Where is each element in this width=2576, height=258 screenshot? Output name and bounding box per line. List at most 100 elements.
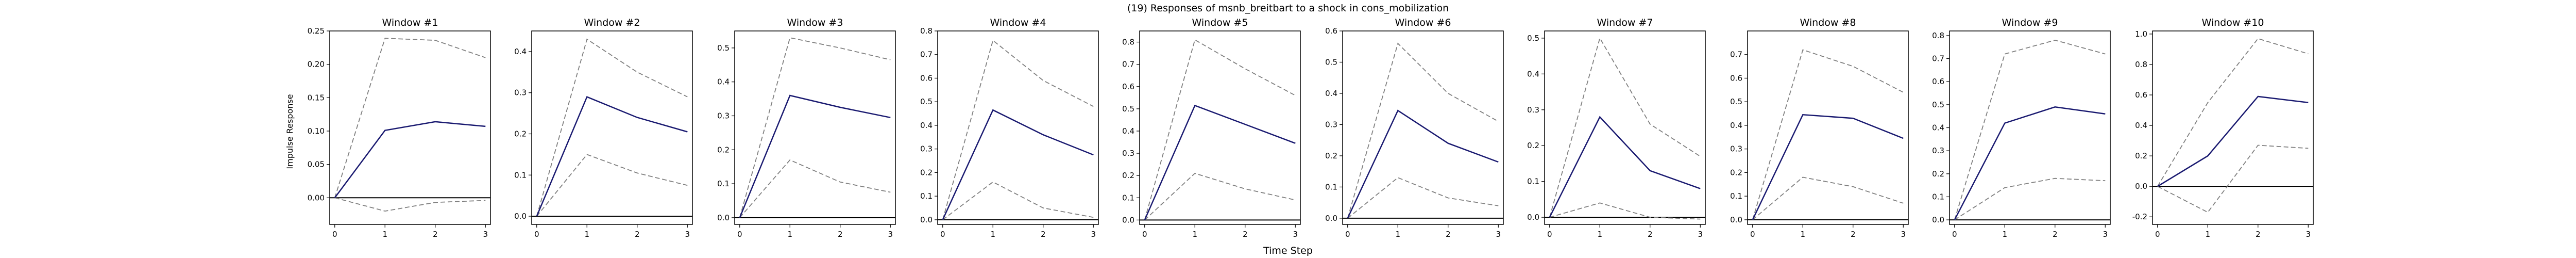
y-tick-label: 0.05 bbox=[308, 160, 325, 169]
y-tick-label: 0.4 bbox=[1932, 123, 1944, 133]
y-tick-label: 0.0 bbox=[920, 215, 933, 224]
lower-band-line bbox=[536, 154, 688, 217]
y-tick-label: 0.4 bbox=[1527, 69, 1539, 78]
x-tick-label: 2 bbox=[2256, 230, 2261, 239]
y-tick-label: 0.6 bbox=[1122, 82, 1134, 91]
x-tick-label: 0 bbox=[1547, 230, 1552, 239]
upper-band-line bbox=[536, 38, 688, 217]
subplot-window-9: Window #9 0 1 2 3 0.0 0.1 0.2 0.3 0.4 0.5 0.6 0.7 0.8 bbox=[1932, 17, 2111, 239]
lower-band-line bbox=[334, 197, 486, 212]
subplot-title: Window #8 bbox=[1800, 17, 1856, 28]
x-tick-label: 0 bbox=[737, 230, 742, 239]
y-tick-label: 0.0 bbox=[1122, 215, 1134, 224]
subplot-title: Window #10 bbox=[2201, 17, 2264, 28]
axes-frame bbox=[734, 30, 896, 225]
axes-frame bbox=[937, 30, 1099, 225]
lower-band-line bbox=[942, 181, 1094, 220]
y-tick-label: 0.5 bbox=[1932, 100, 1944, 109]
subplot-window-1: Window #1 0 1 2 3 0.00 0.05 0.10 0.15 0.20 0.25 bbox=[308, 17, 491, 239]
response-line bbox=[536, 96, 688, 217]
y-tick-label: 0.7 bbox=[1932, 54, 1944, 63]
subplot-window-7: Window #7 0 1 2 3 0.0 0.1 0.2 0.3 0.4 0.5 bbox=[1527, 17, 1706, 239]
x-tick-label: 2 bbox=[2053, 230, 2058, 239]
x-tick-label: 0 bbox=[332, 230, 337, 239]
y-tick-label: 0.4 bbox=[717, 77, 730, 87]
y-tick-label: 0.7 bbox=[1730, 50, 1742, 59]
upper-band-line bbox=[1549, 37, 1701, 218]
y-tick-label: 0.2 bbox=[920, 168, 933, 177]
x-tick-label: 1 bbox=[1395, 230, 1400, 239]
x-tick-label: 3 bbox=[483, 230, 488, 239]
y-axis-label: Impulse Response bbox=[285, 94, 295, 169]
y-tick-label: 0.0 bbox=[1730, 215, 1742, 224]
subplot-title: Window #3 bbox=[787, 17, 843, 28]
x-axis-label: Time Step bbox=[1263, 245, 1313, 256]
y-tick-label: 0.2 bbox=[2135, 151, 2147, 160]
x-tick-label: 1 bbox=[382, 230, 387, 239]
y-tick-label: 0.8 bbox=[1932, 31, 1944, 40]
y-tick-label: 1.0 bbox=[2135, 29, 2147, 39]
lower-band-line bbox=[1347, 177, 1499, 219]
x-tick-label: 2 bbox=[838, 230, 843, 239]
y-tick-label: 0.4 bbox=[1122, 126, 1134, 136]
x-tick-label: 1 bbox=[1800, 230, 1805, 239]
x-tick-label: 3 bbox=[1901, 230, 1906, 239]
x-tick-label: 3 bbox=[1496, 230, 1501, 239]
y-tick-label: 0.1 bbox=[920, 191, 933, 201]
upper-band-line bbox=[2157, 38, 2309, 187]
upper-band-line bbox=[1347, 42, 1499, 219]
upper-band-line bbox=[942, 39, 1094, 220]
upper-band-line bbox=[1954, 39, 2106, 220]
y-tick-label: 0.5 bbox=[1527, 34, 1539, 43]
x-tick-label: 3 bbox=[888, 230, 893, 239]
subplot-window-4: Window #4 0 1 2 3 0.0 0.1 0.2 0.3 0.4 0.5 0.6 0.7 0.8 bbox=[920, 17, 1099, 239]
subplot-title: Window #9 bbox=[2002, 17, 2058, 28]
y-tick-label: 0.2 bbox=[514, 129, 527, 138]
y-tick-label: -0.2 bbox=[2132, 212, 2147, 221]
axes-frame bbox=[1949, 30, 2111, 225]
y-tick-label: 0.6 bbox=[2135, 90, 2147, 100]
y-tick-label: 0.1 bbox=[1325, 182, 1337, 191]
x-tick-label: 2 bbox=[1851, 230, 1856, 239]
upper-band-line bbox=[334, 38, 486, 198]
x-tick-label: 2 bbox=[635, 230, 640, 239]
y-tick-label: 0.5 bbox=[717, 43, 730, 53]
y-tick-label: 0.00 bbox=[308, 193, 325, 202]
x-tick-label: 2 bbox=[1648, 230, 1653, 239]
y-tick-label: 0.0 bbox=[1325, 214, 1337, 223]
y-tick-label: 0.0 bbox=[1932, 215, 1944, 224]
x-tick-label: 0 bbox=[1345, 230, 1350, 239]
y-tick-label: 0.3 bbox=[1325, 120, 1337, 129]
axes-frame bbox=[1747, 30, 1909, 225]
subplot-window-10: Window #10 0 1 2 3 -0.2 0.0 0.2 0.4 0.6 0.8 1.0 bbox=[2132, 17, 2314, 239]
x-tick-label: 2 bbox=[433, 230, 438, 239]
response-line bbox=[2157, 95, 2309, 187]
x-tick-label: 2 bbox=[1243, 230, 1248, 239]
x-tick-label: 1 bbox=[2002, 230, 2007, 239]
x-tick-label: 0 bbox=[2155, 230, 2160, 239]
axes-frame bbox=[1342, 30, 1504, 225]
y-tick-label: 0.6 bbox=[920, 73, 933, 83]
response-line bbox=[942, 109, 1094, 220]
lower-band-line bbox=[1954, 178, 2106, 220]
subplot-window-8: Window #8 0 1 2 3 0.0 0.1 0.2 0.3 0.4 0.5 0.6 0.7 bbox=[1730, 17, 1909, 239]
y-tick-label: 0.20 bbox=[308, 60, 325, 69]
lower-band-line bbox=[739, 159, 891, 218]
y-tick-label: 0.5 bbox=[920, 97, 933, 106]
x-tick-label: 0 bbox=[1142, 230, 1147, 239]
y-tick-label: 0.2 bbox=[1122, 171, 1134, 180]
x-tick-label: 2 bbox=[1446, 230, 1451, 239]
response-line bbox=[1954, 106, 2106, 220]
y-tick-label: 0.2 bbox=[1932, 169, 1944, 179]
subplot-window-2: Window #2 0 1 2 3 0.0 0.1 0.2 0.3 0.4 bbox=[514, 17, 693, 239]
x-tick-label: 3 bbox=[2306, 230, 2311, 239]
x-tick-label: 0 bbox=[940, 230, 945, 239]
y-tick-label: 0.2 bbox=[717, 145, 730, 154]
lower-band-line bbox=[1752, 176, 1904, 220]
y-tick-label: 0.1 bbox=[1932, 192, 1944, 201]
figure-title: (19) Responses of msnb_breitbart to a sh… bbox=[1127, 3, 1449, 14]
y-tick-label: 0.5 bbox=[1730, 97, 1742, 106]
axes-frame bbox=[2152, 30, 2314, 225]
x-tick-label: 0 bbox=[1750, 230, 1755, 239]
